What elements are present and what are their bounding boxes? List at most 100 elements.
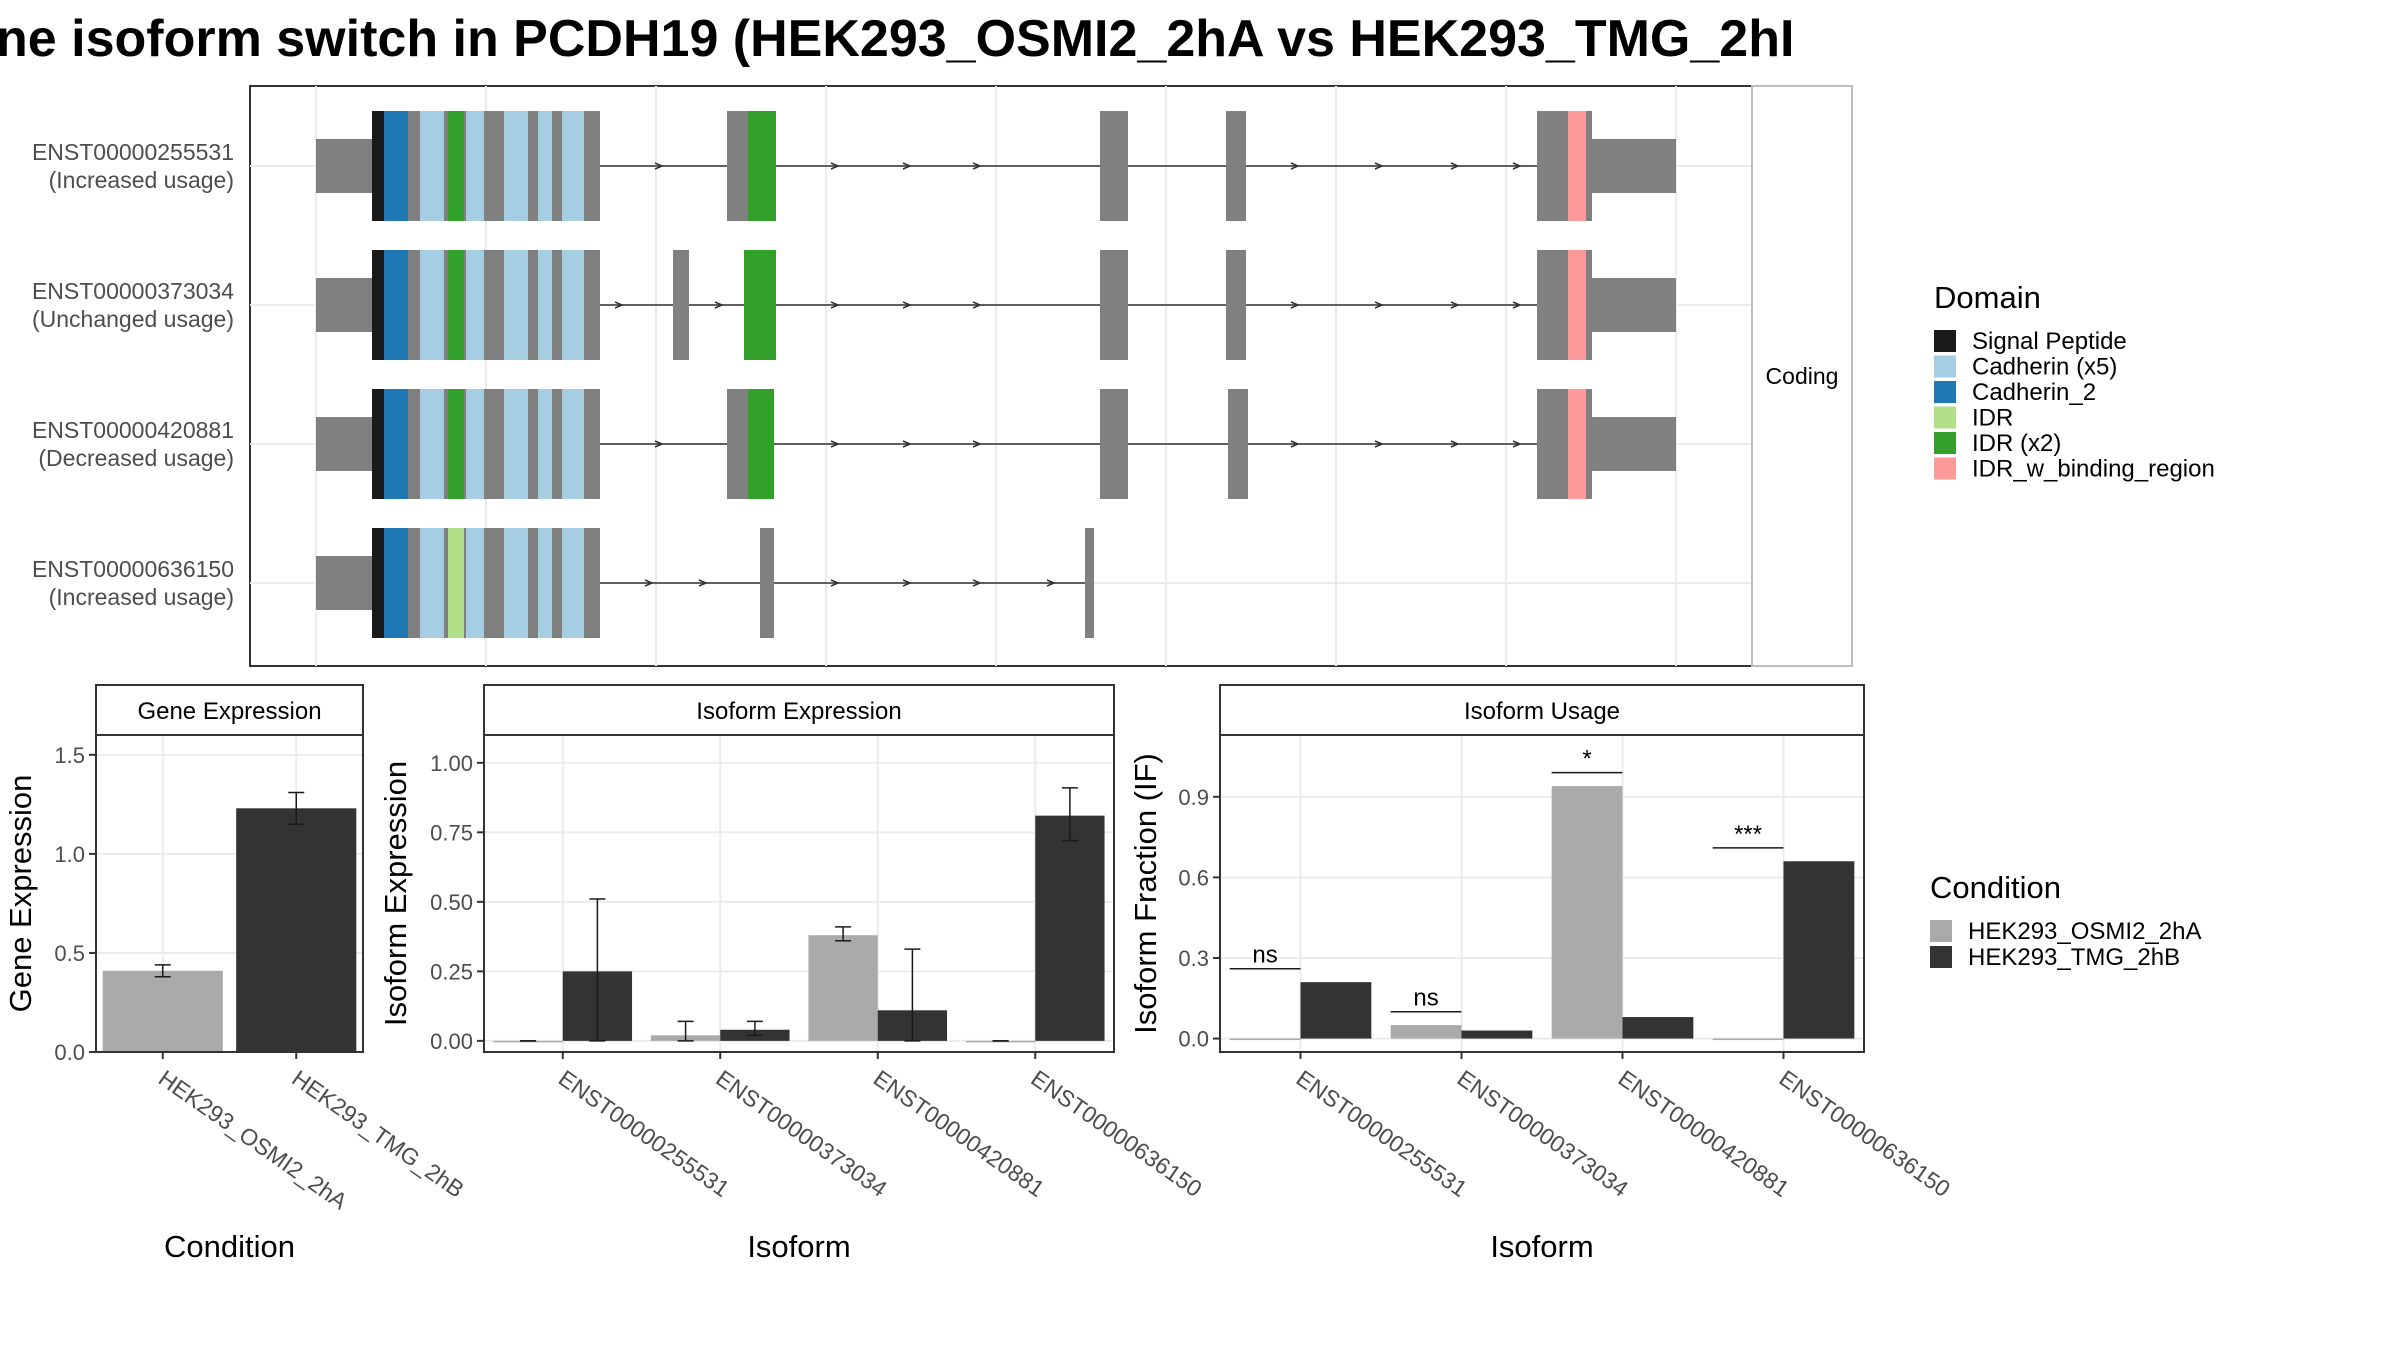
signal-peptide-domain [372, 250, 384, 360]
utr-3-prime [1592, 139, 1676, 193]
cadherin-domain [562, 111, 584, 221]
panel-title: Gene Expression [137, 698, 321, 725]
panel-title-strip [95, 684, 364, 736]
coding-exon-block [1537, 389, 1568, 499]
domain-legend-title: Domain [1934, 280, 2041, 315]
cadherin-domain [562, 250, 584, 360]
cadherin-domain [466, 111, 484, 221]
bar [1461, 1030, 1533, 1039]
y-tick-label: 0.75 [430, 820, 473, 845]
cadherin-2-domain [384, 389, 408, 499]
coding-exon-block [1537, 111, 1568, 221]
intron-direction-arrow [1450, 440, 1460, 448]
signal-peptide-domain [372, 111, 384, 221]
cadherin-domain [466, 389, 484, 499]
idr-x2-domain [448, 250, 464, 360]
isoform-usage-panel: Isoform Usage0.00.30.60.9nsns****ENST000… [1128, 684, 1955, 1264]
exon [1100, 111, 1128, 221]
legend-swatch [1930, 946, 1952, 968]
exon [1085, 528, 1094, 638]
y-tick-label: 1.5 [54, 743, 85, 768]
x-tick-label: ENST00000636150 [1026, 1065, 1206, 1202]
legend-label: IDR_w_binding_region [1972, 456, 2215, 483]
transcript-id-label: ENST00000636150 [32, 556, 234, 582]
y-tick-label: 0.50 [430, 890, 473, 915]
intron-direction-arrow [1046, 579, 1056, 587]
figure-title: ne isoform switch in PCDH19 (HEK293_OSMI… [0, 10, 1794, 68]
intron-direction-arrow [1290, 301, 1300, 309]
signal-peptide-domain [372, 389, 384, 499]
intron-direction-arrow [1450, 301, 1460, 309]
panel-title-strip [483, 684, 1115, 736]
x-tick-label: ENST00000373034 [1453, 1065, 1634, 1202]
legend-label: Signal Peptide [1972, 328, 2127, 355]
intron-direction-arrow [830, 301, 840, 309]
idr-binding-region-domain [1568, 111, 1586, 221]
cadherin-domain [504, 528, 528, 638]
coding-exon-block [1537, 250, 1568, 360]
y-tick-label: 1.00 [430, 751, 473, 776]
transcript-row: ENST00000373034(Unchanged usage) [32, 250, 1676, 360]
intron-direction-arrow [1512, 162, 1522, 170]
exon [673, 250, 689, 360]
bar [1300, 982, 1372, 1039]
intron-direction-arrow [830, 162, 840, 170]
cadherin-domain [420, 250, 444, 360]
exon [1100, 389, 1128, 499]
cadherin-domain [420, 389, 444, 499]
significance-label: ns [1252, 942, 1277, 969]
cadherin-domain [538, 389, 552, 499]
x-tick-label: ENST00000636150 [1775, 1065, 1955, 1202]
transcript-row: ENST00000420881(Decreased usage) [32, 389, 1676, 499]
exon [1228, 389, 1248, 499]
y-axis-title: Isoform Fraction (IF) [1128, 753, 1163, 1034]
y-tick-label: 0.00 [430, 1029, 473, 1054]
idr-x2-domain [744, 250, 776, 360]
cadherin-2-domain [384, 528, 408, 638]
transcript-id-label: ENST00000420881 [32, 417, 234, 443]
utr-5-prime [316, 139, 373, 193]
legend-label: IDR (x2) [1972, 430, 2061, 457]
bar [102, 970, 223, 1052]
legend-swatch [1934, 406, 1956, 429]
transcript-usage-label: (Decreased usage) [38, 445, 234, 471]
panel-title-strip [1219, 684, 1865, 736]
panel-title: Isoform Expression [696, 698, 901, 725]
condition-legend-title: Condition [1930, 870, 2061, 905]
bar [236, 808, 357, 1052]
legend-label: Cadherin_2 [1972, 379, 2096, 406]
plot-border [95, 734, 364, 1053]
x-axis-title: Isoform [747, 1229, 850, 1264]
cadherin-domain [420, 111, 444, 221]
intron-direction-arrow [902, 579, 912, 587]
intron-direction-arrow [1512, 440, 1522, 448]
y-tick-label: 0.25 [430, 959, 473, 984]
x-tick-label: ENST00000420881 [869, 1065, 1049, 1202]
x-tick-label: ENST00000420881 [1614, 1065, 1794, 1202]
cadherin-domain [420, 528, 444, 638]
x-tick-label: ENST00000373034 [711, 1065, 892, 1202]
intron-direction-arrow [902, 162, 912, 170]
legend-swatch [1934, 432, 1956, 454]
intron-direction-arrow [1374, 440, 1384, 448]
intron-direction-arrow [1290, 162, 1300, 170]
isoform-expression-panel: Isoform Expression 0.00 0.25 0.50 0.75 1.00 EN… [378, 684, 1207, 1264]
significance-label: ns [1413, 985, 1438, 1012]
idr-domain [448, 528, 464, 638]
y-tick-label: 0.3 [1178, 946, 1209, 971]
intron-direction-arrow [614, 301, 624, 309]
intron-direction-arrow [830, 440, 840, 448]
x-axis-title: Condition [164, 1229, 295, 1264]
panel-title: Isoform Usage [1464, 698, 1620, 725]
transcript-usage-label: (Increased usage) [49, 167, 234, 193]
legend-swatch [1930, 920, 1952, 942]
utr-5-prime [316, 556, 373, 610]
intron-direction-arrow [644, 579, 654, 587]
bar [1229, 1038, 1301, 1041]
cadherin-domain [538, 528, 552, 638]
intron-direction-arrow [972, 440, 982, 448]
intron-direction-arrow [830, 579, 840, 587]
x-tick-label: ENST00000255531 [1292, 1065, 1472, 1202]
